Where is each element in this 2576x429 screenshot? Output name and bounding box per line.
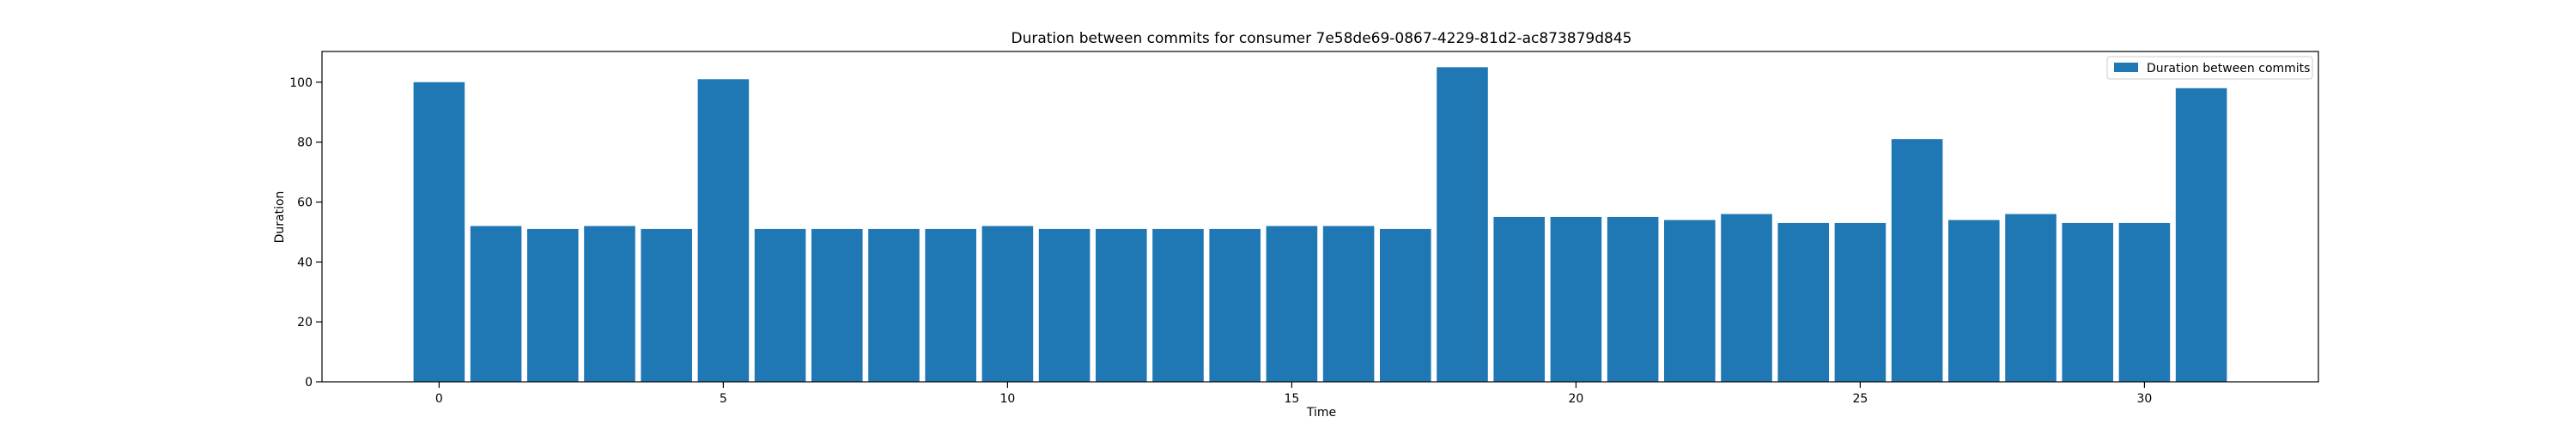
bar-26 bbox=[1891, 139, 1943, 382]
plot-frame bbox=[321, 51, 2319, 383]
bar-28 bbox=[2005, 214, 2057, 382]
bar-1 bbox=[470, 226, 522, 382]
bar-3 bbox=[584, 226, 635, 382]
bar-25 bbox=[1834, 222, 1886, 382]
bars-layer bbox=[413, 67, 2227, 383]
bar-23 bbox=[1721, 214, 1772, 382]
x-axis: 0 5 10 15 20 25 30 bbox=[435, 382, 2152, 406]
bar-2 bbox=[526, 228, 579, 382]
x-tick-label: 15 bbox=[1284, 392, 1299, 406]
bar-24 bbox=[1777, 222, 1830, 382]
legend-swatch bbox=[2114, 63, 2138, 72]
legend-frame bbox=[2106, 56, 2313, 80]
bar-5 bbox=[697, 79, 750, 383]
x-tick-label: 0 bbox=[435, 392, 443, 406]
y-tick-label: 0 bbox=[305, 376, 313, 390]
bar-7 bbox=[811, 228, 863, 382]
bar-31 bbox=[2175, 88, 2227, 383]
bar-9 bbox=[925, 228, 976, 382]
legend: Duration between commits bbox=[2106, 56, 2313, 80]
bar-29 bbox=[2062, 222, 2114, 382]
bar-30 bbox=[2118, 222, 2171, 382]
bar-18 bbox=[1437, 67, 1488, 382]
bar-20 bbox=[1550, 216, 1602, 382]
bar-27 bbox=[1948, 220, 2000, 382]
y-axis: 0 20 40 60 80 100 bbox=[289, 76, 322, 390]
bar-0 bbox=[413, 82, 465, 383]
x-tick-label: 30 bbox=[2137, 392, 2153, 406]
bar-17 bbox=[1380, 228, 1431, 382]
bar-21 bbox=[1607, 216, 1659, 382]
x-tick-label: 5 bbox=[720, 392, 727, 406]
bar-4 bbox=[641, 228, 692, 382]
bar-12 bbox=[1096, 228, 1147, 382]
bar-11 bbox=[1038, 228, 1091, 382]
bar-19 bbox=[1493, 216, 1545, 382]
x-axis-label: Time bbox=[1306, 406, 1336, 420]
x-tick-label: 10 bbox=[999, 392, 1015, 406]
bar-15 bbox=[1266, 226, 1318, 382]
bar-8 bbox=[868, 228, 920, 382]
bar-13 bbox=[1152, 228, 1204, 382]
y-tick-label: 40 bbox=[297, 256, 313, 269]
legend-label: Duration between commits bbox=[2147, 62, 2310, 76]
bar-6 bbox=[754, 228, 806, 382]
bar-16 bbox=[1322, 226, 1375, 382]
chart-title: Duration between commits for consumer 7e… bbox=[1011, 30, 1631, 47]
y-tick-label: 60 bbox=[297, 196, 313, 209]
y-axis-label: Duration bbox=[273, 191, 287, 244]
y-tick-label: 80 bbox=[297, 136, 313, 150]
x-tick-label: 20 bbox=[1568, 392, 1583, 406]
y-tick-label: 100 bbox=[289, 76, 313, 90]
x-tick-label: 25 bbox=[1853, 392, 1868, 406]
bar-22 bbox=[1664, 220, 1716, 382]
y-tick-label: 20 bbox=[297, 316, 313, 329]
bar-14 bbox=[1209, 228, 1261, 382]
bar-10 bbox=[981, 226, 1034, 382]
